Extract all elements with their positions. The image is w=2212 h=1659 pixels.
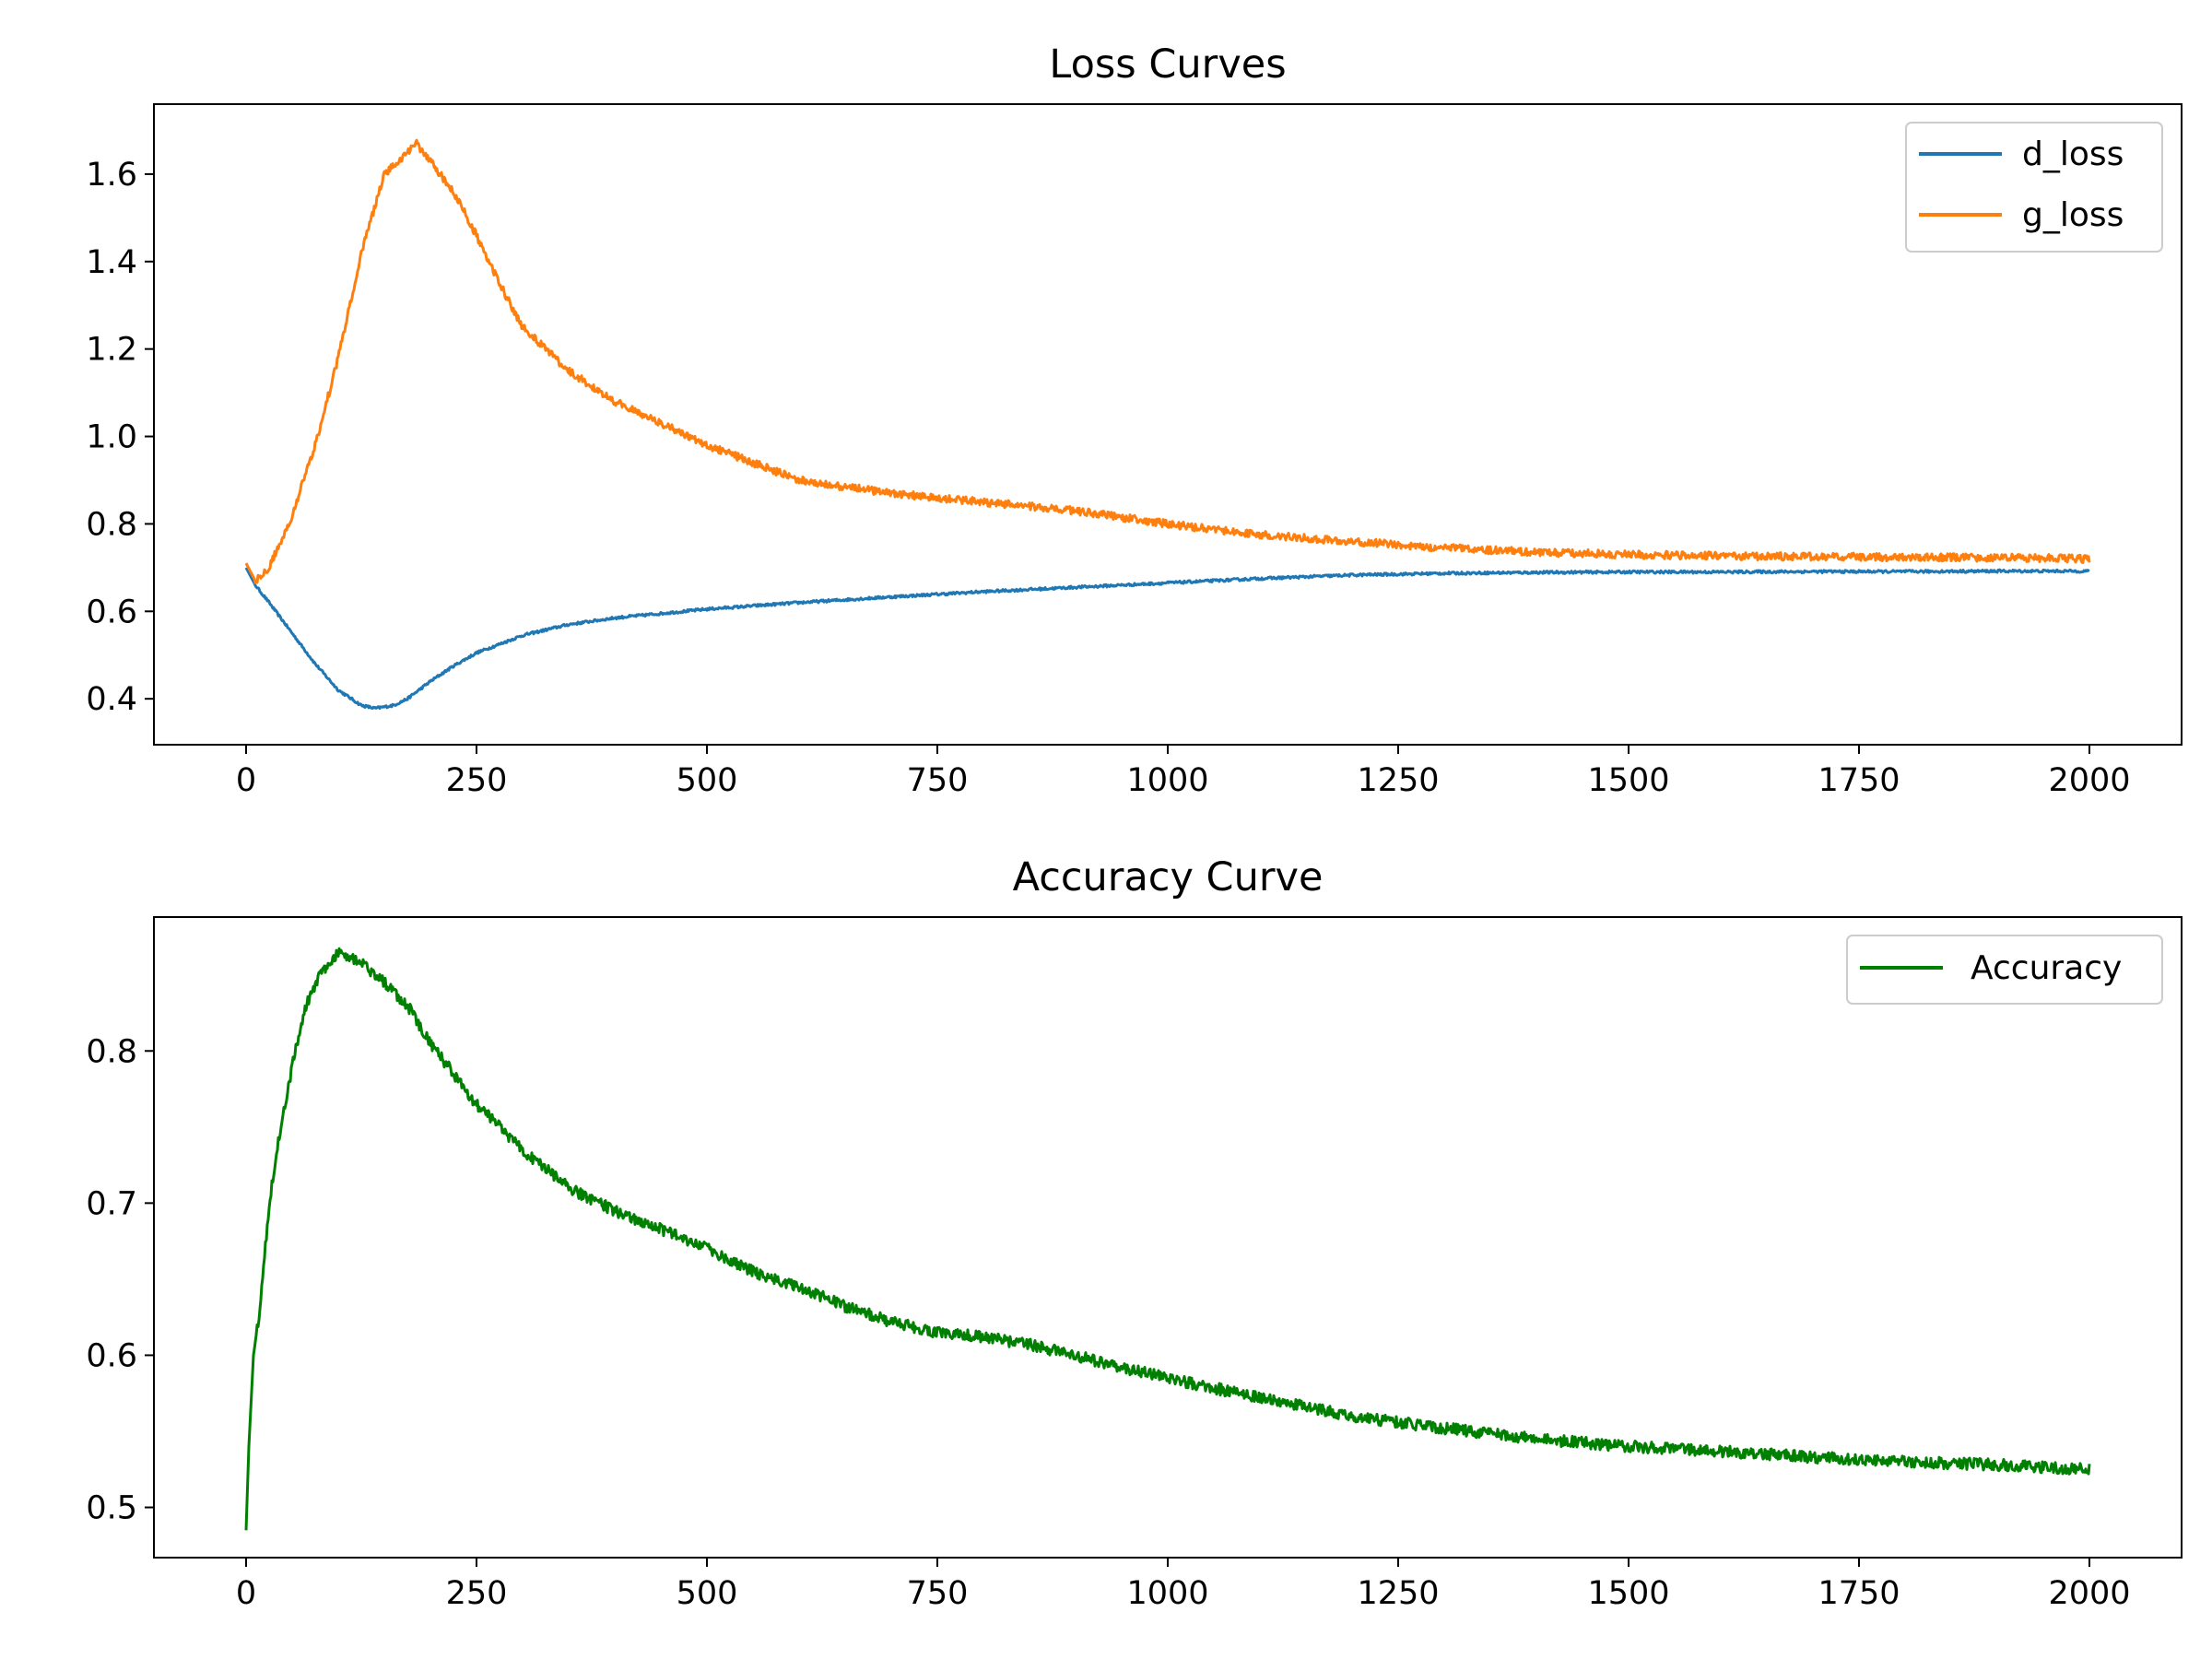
loss-curves-y-tick-label: 0.8 bbox=[86, 506, 137, 543]
loss-curves-x-tick-label: 1000 bbox=[1126, 762, 1208, 799]
loss-curves-y-tick-label: 1.2 bbox=[86, 332, 137, 369]
loss-curves-plot-area bbox=[244, 138, 2091, 711]
loss-curves-chart: Loss Curves 0 250 500 750 1000 1250 1500 1750 20… bbox=[86, 41, 2183, 799]
accuracy-curve-x-tick-label: 2000 bbox=[2048, 1575, 2130, 1612]
loss-curves-x-tick-label: 2000 bbox=[2048, 762, 2130, 799]
accuracy-curve-title: Accuracy Curve bbox=[1013, 854, 1324, 900]
series-line-accuracy bbox=[244, 947, 2091, 1531]
accuracy-curve-y-tick-label: 0.5 bbox=[86, 1490, 137, 1527]
loss-curves-x-tick-label: 750 bbox=[907, 762, 969, 799]
loss-curves-x-tick-label: 1250 bbox=[1357, 762, 1439, 799]
series-line-g-loss bbox=[244, 138, 2091, 584]
accuracy-curve-plot-area bbox=[244, 947, 2091, 1531]
loss-curves-y-tick-label: 1.4 bbox=[86, 244, 137, 281]
accuracy-curve-y-tick-label: 0.7 bbox=[86, 1185, 137, 1222]
accuracy-curve-chart: Accuracy Curve 0 250 500 750 1000 1250 1500 175… bbox=[86, 854, 2183, 1612]
accuracy-curve-ticks: 0 250 500 750 1000 1250 1500 1750 2000 0.5 0.6 0.7 0… bbox=[86, 1033, 2130, 1612]
loss-curves-x-tick-label: 1750 bbox=[1818, 762, 1900, 799]
accuracy-curve-x-tick-label: 1250 bbox=[1357, 1575, 1439, 1612]
accuracy-curve-legend: Accuracy bbox=[1846, 935, 2163, 1005]
accuracy-curve-x-tick-label: 750 bbox=[907, 1575, 969, 1612]
loss-curves-y-tick-label: 1.6 bbox=[86, 157, 137, 194]
accuracy-curve-x-tick-label: 500 bbox=[677, 1575, 738, 1612]
loss-curves-legend: d_loss g_loss bbox=[1905, 122, 2163, 253]
accuracy-curve-x-tick-label: 1500 bbox=[1587, 1575, 1669, 1612]
legend-label-g-loss: g_loss bbox=[2022, 196, 2124, 234]
accuracy-curve-x-tick-label: 1750 bbox=[1818, 1575, 1900, 1612]
accuracy-curve-x-tick-label: 1000 bbox=[1126, 1575, 1208, 1612]
loss-curves-x-tick-label: 0 bbox=[236, 762, 256, 799]
loss-curves-x-tick-label: 1500 bbox=[1587, 762, 1669, 799]
loss-curves-y-tick-label: 0.6 bbox=[86, 594, 137, 630]
legend-label-accuracy: Accuracy bbox=[1971, 949, 2122, 987]
accuracy-curve-x-tick-label: 0 bbox=[236, 1575, 256, 1612]
accuracy-curve-legend-box bbox=[1846, 935, 2163, 1005]
loss-curves-y-tick-label: 1.0 bbox=[86, 419, 137, 456]
accuracy-curve-x-tick-label: 250 bbox=[446, 1575, 508, 1612]
accuracy-curve-y-tick-label: 0.8 bbox=[86, 1033, 137, 1070]
loss-curves-x-tick-label: 250 bbox=[446, 762, 508, 799]
loss-curves-ticks: 0 250 500 750 1000 1250 1500 1750 2000 0.4 0.6 0.8 1… bbox=[86, 157, 2130, 799]
loss-curves-x-tick-label: 500 bbox=[677, 762, 738, 799]
loss-curves-y-tick-label: 0.4 bbox=[86, 681, 137, 718]
series-line-d-loss bbox=[244, 567, 2090, 711]
loss-curves-title: Loss Curves bbox=[1049, 41, 1286, 88]
legend-label-d-loss: d_loss bbox=[2022, 135, 2124, 173]
accuracy-curve-y-tick-label: 0.6 bbox=[86, 1337, 137, 1374]
